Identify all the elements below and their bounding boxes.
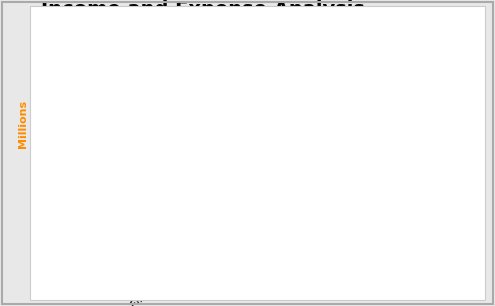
Bar [167, 87, 191, 208]
Bar [215, 87, 239, 134]
Title: Income and Expense Analysis: Income and Expense Analysis [41, 0, 365, 19]
Legend: Income, Expenses, Running Total: Income, Expenses, Running Total [364, 46, 475, 106]
Bar [72, 55, 96, 208]
Y-axis label: Millions: Millions [18, 100, 28, 148]
Bar [120, 55, 144, 80]
Bar [262, 141, 286, 149]
Bar [310, 158, 334, 208]
